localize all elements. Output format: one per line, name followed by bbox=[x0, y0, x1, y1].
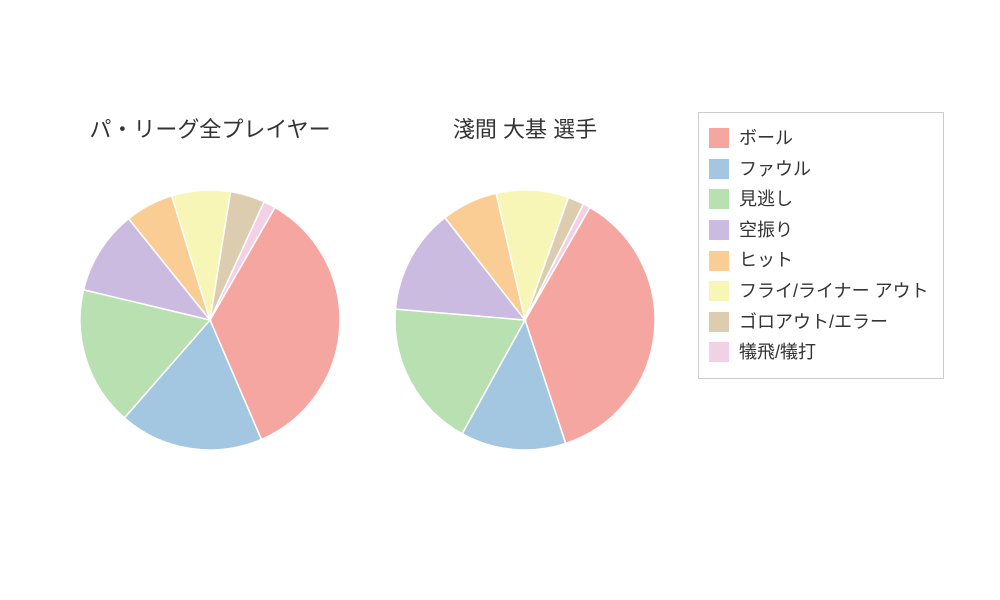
pie-player bbox=[0, 0, 1000, 600]
chart-stage: パ・リーグ全プレイヤー 淺間 大基 選手 ボールファウル見逃し空振りヒットフライ… bbox=[0, 0, 1000, 600]
